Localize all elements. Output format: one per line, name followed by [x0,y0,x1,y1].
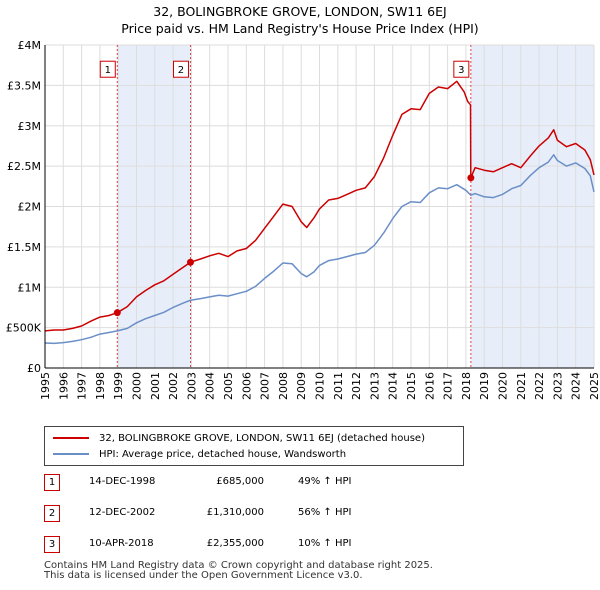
x-tick-label: 2023 [551,372,564,400]
transaction-marker: 3 [44,536,60,553]
y-tick-label: £0 [27,362,41,375]
x-tick-label: 2020 [497,372,510,400]
y-tick-label: £4M [18,39,42,52]
x-tick-label: 1995 [39,372,52,400]
transaction-price: £685,000 [216,476,264,487]
x-tick-label: 2006 [240,372,253,400]
y-tick-label: £3.5M [7,79,41,92]
x-tick-label: 1999 [112,372,125,400]
y-tick-label: £1M [18,281,42,294]
x-tick-label: 2022 [533,372,546,400]
sale-label-box [172,60,189,78]
x-tick-label: 1998 [94,372,107,400]
x-tick-label: 2001 [149,372,162,400]
transaction-marker: 1 [44,474,60,491]
x-tick-label: 2005 [222,372,235,400]
x-tick-label: 2012 [350,372,363,400]
x-tick-label: 2002 [167,372,180,400]
transaction-date: 14-DEC-1998 [89,476,156,487]
x-tick-label: 2007 [259,372,272,400]
footer-line-1: Contains HM Land Registry data © Crown c… [44,560,433,571]
y-tick-label: £1.5M [7,241,41,254]
transaction-date: 12-DEC-2002 [89,507,156,518]
x-tick-label: 2000 [131,372,144,400]
sale-label-box [453,60,470,78]
sale-point [113,309,121,317]
y-tick-label: £500K [6,322,42,335]
legend-label-hpi: HPI: Average price, detached house, Wand… [99,448,347,460]
transaction-price: £1,310,000 [206,507,264,518]
x-tick-label: 2021 [515,372,528,400]
transaction-marker: 2 [44,505,60,522]
x-tick-label: 2009 [295,372,308,400]
x-tick-label: 2004 [204,372,217,400]
sale-point [186,258,194,266]
x-tick-label: 2024 [570,372,583,400]
x-tick-label: 2003 [185,372,198,400]
sale-label: 1 [105,65,111,76]
property-price-line [44,80,595,332]
x-tick-label: 2016 [423,372,436,400]
x-tick-label: 2025 [588,372,600,400]
x-tick-label: 2015 [405,372,418,400]
x-tick-label: 2017 [442,372,455,400]
sale-label: 3 [458,65,464,76]
sale-label-box [99,60,116,78]
transaction-price: £2,355,000 [206,538,264,549]
x-tick-label: 2019 [478,372,491,400]
x-tick-label: 2010 [314,372,327,400]
chart-subtitle: Price paid vs. HM Land Registry's House … [121,21,479,36]
footer-attribution: Contains HM Land Registry data © Crown c… [44,561,433,581]
y-tick-label: £2.5M [7,160,41,173]
transaction-date: 10-APR-2018 [89,538,154,549]
legend-item-hpi: HPI: Average price, detached house, Wand… [53,447,346,461]
x-tick-label: 1996 [57,372,70,400]
x-tick-label: 1997 [76,372,89,400]
sale-point [467,174,475,182]
legend-item-property: 32, BOLINGBROKE GROVE, LONDON, SW11 6EJ … [53,431,425,445]
x-tick-label: 2008 [277,372,290,400]
legend-label-property: 32, BOLINGBROKE GROVE, LONDON, SW11 6EJ … [99,432,425,444]
x-tick-label: 2011 [332,372,345,400]
y-tick-label: £2M [18,201,42,214]
transaction-hpi: 56% ↑ HPI [298,507,352,518]
price-chart: 1 2 3 £0 £500K £1M £1.5M £2M £2.5M £3M £3.5M £4M 199… [6,39,600,400]
chart-legend: 32, BOLINGBROKE GROVE, LONDON, SW11 6EJ … [44,426,464,466]
x-tick-label: 2018 [460,372,473,400]
legend-line-blue [53,453,89,455]
x-tick-label: 2013 [368,372,381,400]
transaction-hpi: 49% ↑ HPI [298,476,352,487]
transaction-hpi: 10% ↑ HPI [298,538,352,549]
chart-title: 32, BOLINGBROKE GROVE, LONDON, SW11 6EJ [153,4,447,19]
y-tick-label: £3M [18,120,42,133]
hpi-line [44,154,595,345]
footer-line-2: This data is licensed under the Open Gov… [44,570,363,581]
x-tick-label: 2014 [387,372,400,400]
legend-line-red [53,437,89,439]
sale-label: 2 [178,65,184,76]
